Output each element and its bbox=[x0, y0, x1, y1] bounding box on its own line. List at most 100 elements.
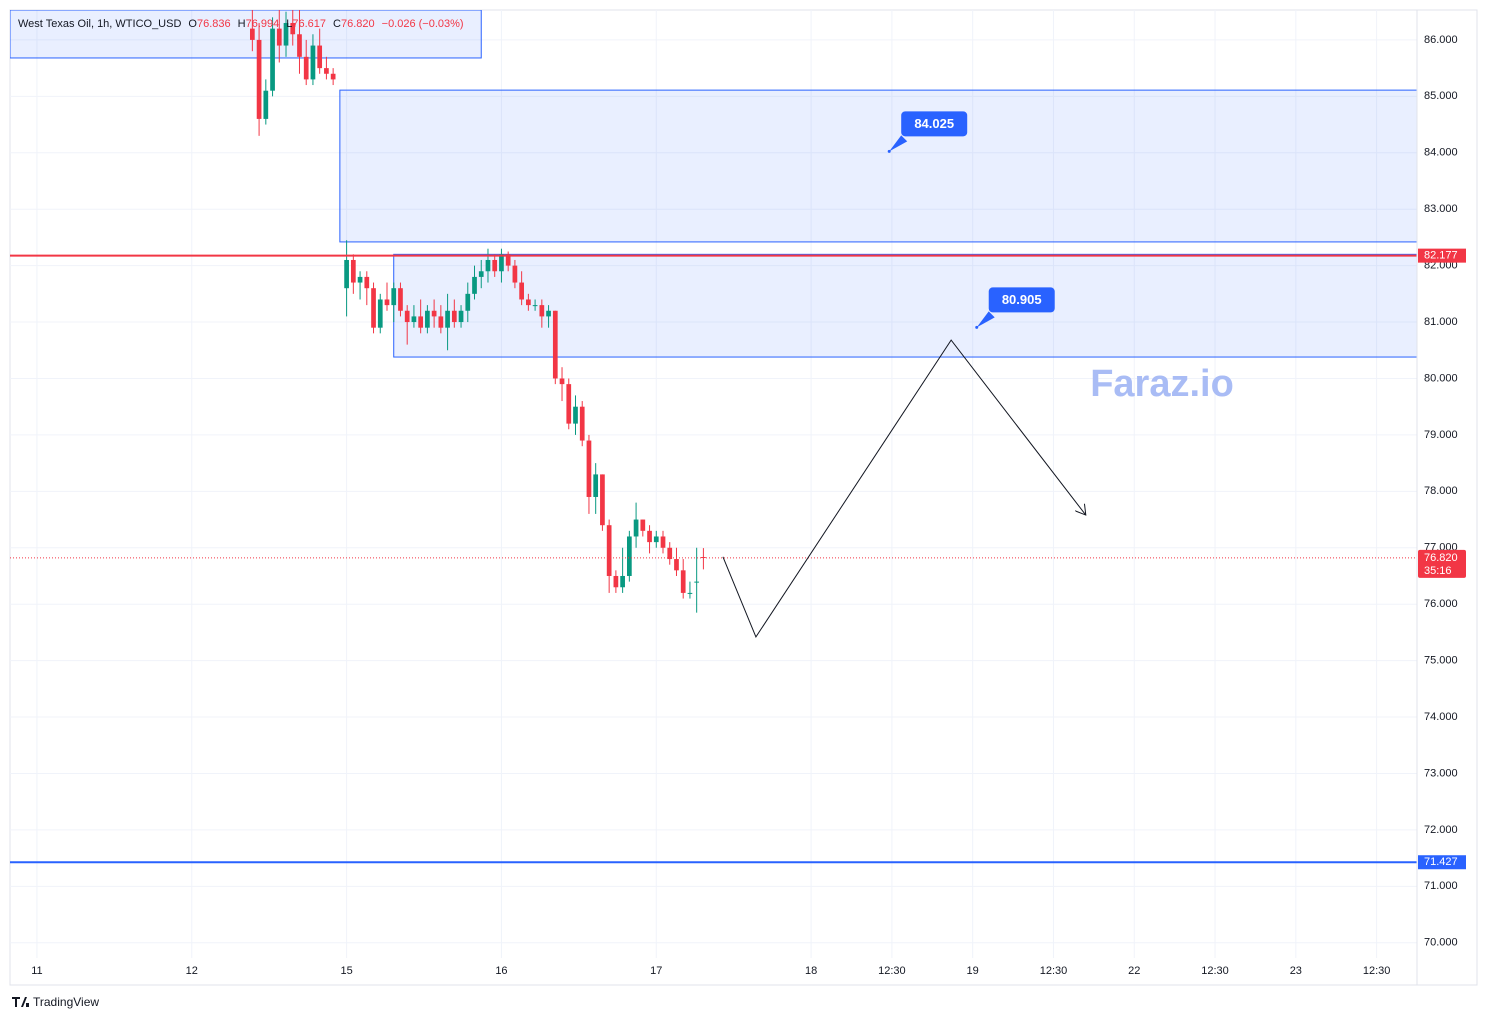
candle-body bbox=[310, 45, 316, 80]
candle-body bbox=[640, 519, 646, 531]
price-label-box bbox=[1418, 855, 1466, 870]
price-label: 82.177 bbox=[1424, 250, 1458, 262]
x-tick-label: 12:30 bbox=[1363, 965, 1391, 977]
legend-key: O bbox=[188, 18, 197, 30]
x-tick-label: 22 bbox=[1128, 965, 1140, 977]
candle-body bbox=[694, 581, 700, 583]
candle-body bbox=[256, 39, 262, 119]
callout-label: 84.025 bbox=[914, 116, 954, 131]
axes: 70.000 71.000 72.000 73.000 74.000 75.000 76.0… bbox=[31, 34, 1466, 977]
candle-body bbox=[579, 406, 585, 441]
y-tick-label: 81.000 bbox=[1424, 316, 1458, 328]
candle-body bbox=[438, 316, 444, 328]
candle-body bbox=[458, 310, 464, 323]
price-label: 71.427 bbox=[1424, 856, 1458, 868]
candle-body bbox=[377, 299, 383, 328]
callout-pointer bbox=[976, 311, 995, 328]
candle-body bbox=[411, 316, 417, 323]
candle-body bbox=[559, 378, 565, 385]
candle-body bbox=[350, 259, 356, 283]
y-tick-label: 72.000 bbox=[1424, 824, 1458, 836]
price-label-box bbox=[1418, 248, 1466, 263]
x-tick-label: 17 bbox=[650, 965, 662, 977]
brand-name: TradingView bbox=[33, 995, 99, 1009]
candle-body bbox=[593, 474, 599, 497]
y-tick-label: 75.000 bbox=[1424, 655, 1458, 667]
callout-label: 80.905 bbox=[1002, 292, 1042, 307]
candle-body bbox=[647, 530, 652, 543]
candle-body bbox=[290, 22, 296, 35]
candle-body bbox=[478, 271, 484, 277]
candle-body bbox=[418, 316, 424, 328]
zone bbox=[10, 10, 482, 59]
candle-body bbox=[687, 592, 693, 594]
legend-title: West Texas Oil, 1h, WTICO_USD bbox=[18, 18, 181, 30]
candle-body bbox=[303, 56, 309, 80]
legend-key: C bbox=[333, 18, 341, 30]
candle-body bbox=[465, 293, 471, 311]
candle-body bbox=[451, 310, 457, 323]
legend-key: L bbox=[286, 18, 292, 30]
x-tick-label: 12:30 bbox=[878, 965, 906, 977]
candle-body bbox=[472, 276, 477, 294]
candle-body bbox=[324, 68, 329, 74]
candle-body bbox=[364, 276, 370, 289]
candle-body bbox=[317, 45, 323, 69]
candle-body bbox=[371, 288, 376, 328]
x-tick-label: 18 bbox=[805, 965, 817, 977]
y-tick-label: 70.000 bbox=[1424, 937, 1458, 949]
y-tick-label: 74.000 bbox=[1424, 711, 1458, 723]
candle-body bbox=[620, 575, 625, 588]
candle-body bbox=[660, 536, 666, 548]
x-tick-label: 23 bbox=[1290, 965, 1302, 977]
grid bbox=[10, 10, 1417, 958]
legend-value: 76.994 bbox=[246, 18, 280, 30]
candle-body bbox=[653, 536, 659, 543]
candle-body bbox=[573, 406, 578, 424]
legend-key: H bbox=[238, 18, 246, 30]
x-tick-label: 11 bbox=[31, 965, 42, 977]
y-tick-label: 83.000 bbox=[1424, 203, 1458, 215]
candle-body bbox=[532, 305, 538, 307]
candle-body bbox=[505, 254, 511, 266]
x-tick-label: 16 bbox=[495, 965, 507, 977]
candle-body bbox=[270, 28, 275, 91]
countdown: 35:16 bbox=[1424, 565, 1452, 577]
candle-body bbox=[526, 299, 531, 306]
x-tick-label: 12:30 bbox=[1040, 965, 1068, 977]
candle-body bbox=[626, 536, 632, 576]
legend-value: 76.617 bbox=[292, 18, 326, 30]
y-tick-label: 78.000 bbox=[1424, 485, 1458, 497]
candle-body bbox=[499, 254, 504, 272]
candle-body bbox=[431, 310, 437, 317]
zone bbox=[393, 253, 1417, 358]
y-tick-label: 71.000 bbox=[1424, 880, 1458, 892]
callout-box bbox=[988, 287, 1055, 313]
candle-body bbox=[674, 559, 679, 571]
candle-body bbox=[512, 265, 518, 283]
y-tick-label: 85.000 bbox=[1424, 90, 1458, 102]
plot bbox=[249, 10, 706, 613]
candle-body bbox=[249, 28, 255, 40]
legend: West Texas Oil, 1h, WTICO_USD O76.836 H76.… bbox=[18, 18, 464, 30]
candle-body bbox=[606, 525, 612, 576]
candle-body bbox=[613, 575, 619, 588]
candle-body bbox=[552, 310, 558, 379]
candle-body bbox=[667, 547, 673, 560]
candle-body bbox=[425, 310, 430, 328]
candle-body bbox=[391, 288, 397, 306]
legend-value: 76.836 bbox=[197, 18, 231, 30]
y-tick-label: 79.000 bbox=[1424, 429, 1458, 441]
brand-logo bbox=[12, 997, 29, 1007]
candle-body bbox=[276, 28, 282, 46]
brand: TradingView bbox=[12, 995, 99, 1009]
watermark: Faraz.io bbox=[1090, 363, 1234, 405]
overlay: 84.025 80.905 bbox=[10, 111, 1417, 864]
candle-body bbox=[586, 440, 592, 497]
y-tick-label: 76.000 bbox=[1424, 598, 1458, 610]
candle-body bbox=[330, 73, 336, 80]
x-tick-label: 19 bbox=[967, 965, 979, 977]
candle-body bbox=[344, 259, 349, 289]
candle-body bbox=[519, 282, 524, 300]
